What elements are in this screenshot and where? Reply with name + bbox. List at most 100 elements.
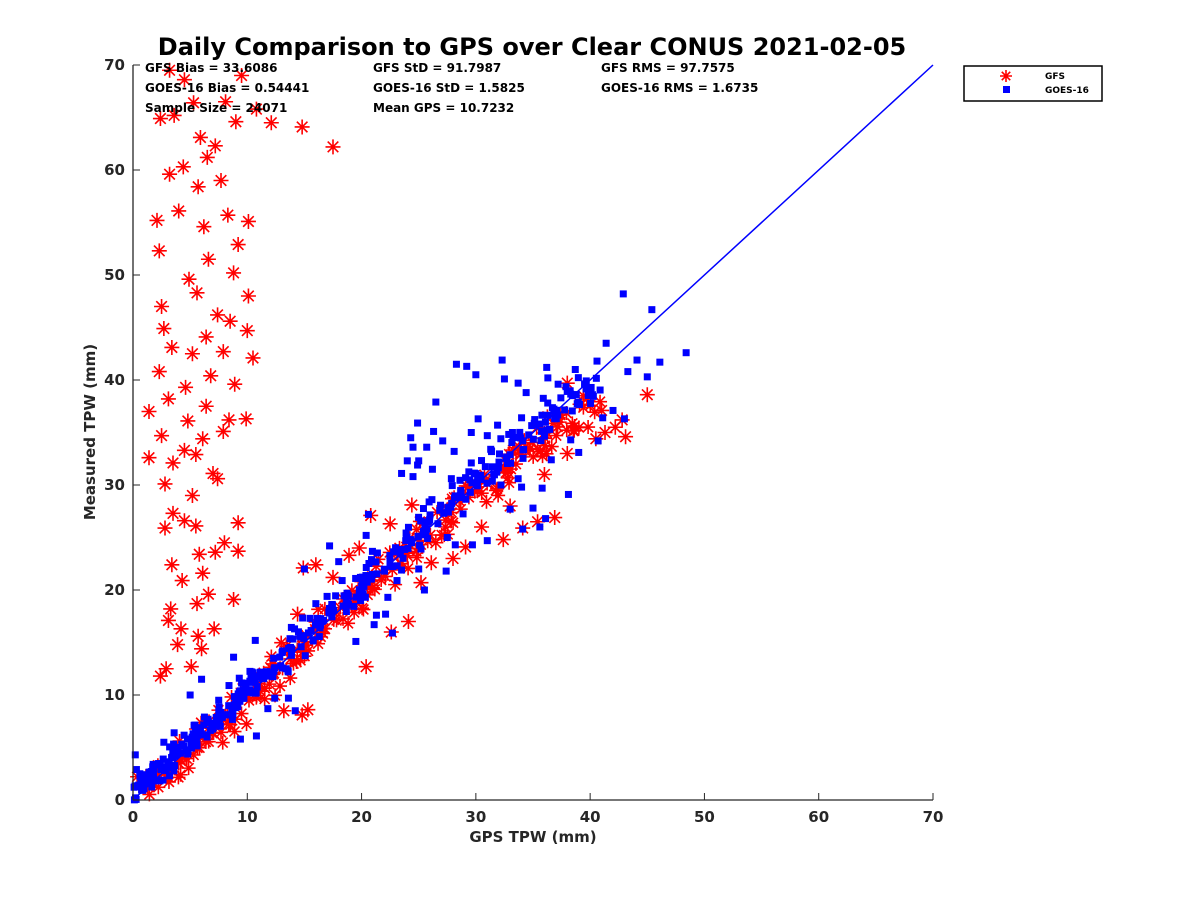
- gfs-point: [539, 446, 554, 461]
- gfs-point: [358, 659, 374, 675]
- x-tick-label: 40: [580, 808, 601, 826]
- gfs-point: [400, 614, 416, 629]
- goes16-point: [215, 696, 223, 704]
- goes16-point: [296, 632, 304, 640]
- goes16-point: [364, 510, 372, 518]
- goes16-point: [414, 532, 422, 540]
- goes16-point: [403, 533, 411, 541]
- gfs-point: [157, 476, 173, 492]
- gfs-point: [164, 339, 180, 355]
- gfs-point: [188, 518, 204, 534]
- gfs-point: [266, 656, 281, 671]
- goes16-point: [575, 448, 583, 456]
- goes16-point: [572, 391, 580, 399]
- goes16-point: [326, 542, 334, 550]
- goes16-point: [382, 610, 390, 618]
- goes16-point: [530, 419, 538, 427]
- legend-gfs-label: GFS: [1045, 72, 1065, 82]
- goes16-point: [442, 567, 450, 575]
- gfs-point: [369, 559, 384, 574]
- goes16-point: [277, 662, 285, 670]
- goes16-point: [328, 600, 336, 608]
- goes16-point: [506, 505, 514, 513]
- gfs-point: [216, 535, 232, 551]
- gfs-point: [162, 166, 178, 182]
- x-tick-label: 0: [128, 808, 138, 826]
- goes16-point: [414, 419, 422, 427]
- goes16-point: [494, 464, 502, 472]
- gfs-point: [444, 514, 459, 529]
- gfs-point: [199, 149, 215, 165]
- goes16-point: [169, 746, 177, 754]
- goes16-point: [384, 593, 392, 601]
- goes16-point: [472, 371, 480, 379]
- gfs-point: [547, 510, 563, 526]
- y-tick-label: 10: [104, 686, 125, 704]
- gfs-point: [190, 179, 206, 195]
- gfs-point: [198, 734, 213, 749]
- legend-goes16-marker: [1003, 86, 1010, 93]
- goes16-point: [284, 694, 292, 702]
- gfs-point: [559, 375, 575, 391]
- gfs-point: [183, 659, 199, 675]
- gfs-point: [213, 173, 229, 188]
- goes16-point: [367, 575, 375, 583]
- gfs-point: [227, 376, 243, 392]
- goes16-point: [253, 673, 261, 681]
- x-axis-label: GPS TPW (mm): [469, 828, 596, 846]
- legend-box: [963, 65, 1103, 102]
- goes16-point: [215, 703, 223, 711]
- goes16-point: [448, 482, 456, 490]
- goes16-point: [420, 586, 428, 594]
- goes16-point: [166, 743, 174, 751]
- goes16-point: [428, 465, 436, 473]
- goes16-point: [402, 529, 410, 537]
- gfs-point: [141, 404, 157, 419]
- gfs-point: [374, 570, 389, 585]
- gfs-point: [234, 706, 249, 721]
- gfs-point: [453, 502, 468, 517]
- gfs-point: [404, 497, 420, 513]
- goes16-point: [325, 605, 333, 613]
- goes16-point: [343, 589, 351, 597]
- goes16-point: [229, 711, 237, 719]
- goes16-point: [368, 570, 376, 578]
- gfs-point: [228, 114, 244, 130]
- goes16-point: [592, 374, 600, 382]
- goes16-point: [656, 358, 664, 366]
- goes16-point: [174, 749, 182, 757]
- goes16-point: [317, 621, 325, 629]
- gfs-point: [226, 265, 242, 281]
- goes16-point: [232, 695, 240, 703]
- goes16-point: [554, 380, 562, 388]
- goes16-point: [414, 461, 422, 469]
- goes16-point: [633, 356, 641, 364]
- gfs-point: [388, 577, 403, 592]
- gfs-point: [501, 465, 516, 480]
- gfs-point: [238, 411, 254, 427]
- gfs-point: [190, 628, 206, 644]
- goes16-point: [248, 668, 256, 676]
- goes16-point: [186, 691, 194, 699]
- goes16-point: [425, 517, 433, 525]
- y-tick-label: 70: [104, 56, 125, 74]
- goes16-point: [271, 664, 279, 672]
- goes16-point: [537, 437, 545, 445]
- goes16-point: [423, 443, 431, 451]
- goes16-point: [425, 498, 433, 506]
- gfs-point: [575, 388, 591, 404]
- x-tick-label: 60: [808, 808, 829, 826]
- gfs-point: [163, 601, 179, 617]
- gfs-point: [186, 95, 202, 111]
- gfs-point: [412, 533, 427, 548]
- goes16-point: [192, 735, 200, 743]
- gfs-point: [311, 602, 326, 617]
- goes16-point: [536, 523, 544, 531]
- goes16-point: [531, 416, 539, 424]
- goes16-point: [309, 636, 317, 644]
- gfs-point: [581, 420, 596, 435]
- goes16-point: [463, 362, 471, 370]
- goes16-point: [483, 432, 491, 440]
- gfs-point: [308, 622, 323, 637]
- gfs-point: [248, 101, 264, 117]
